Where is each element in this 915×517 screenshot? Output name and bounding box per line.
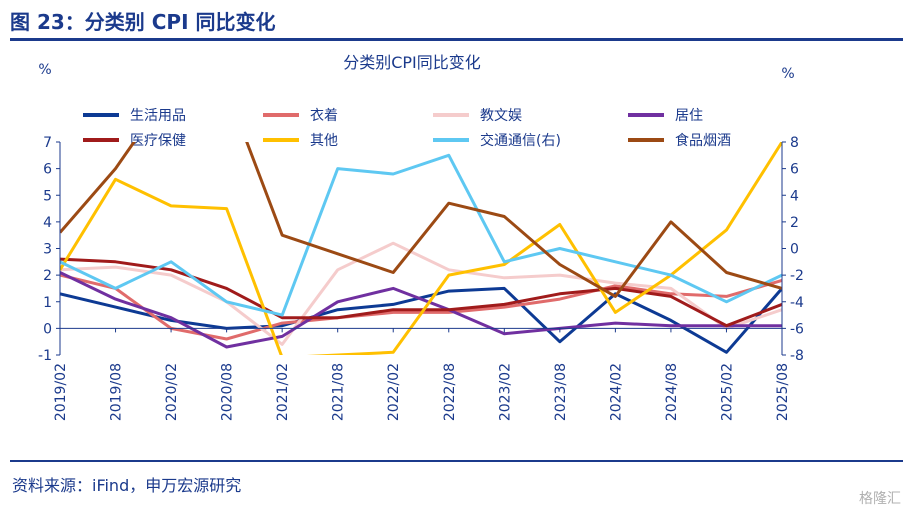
y-axis-right-unit: %: [781, 66, 794, 82]
y-tick-label-right: 8: [790, 135, 799, 151]
x-tick-label: 2021/02: [275, 363, 291, 421]
watermark: 格隆汇: [859, 491, 901, 507]
series-line: [60, 142, 782, 355]
x-tick-label: 2024/08: [664, 363, 680, 421]
y-tick-label-left: 3: [43, 242, 52, 258]
series-line: [60, 142, 782, 298]
series-line: [60, 273, 782, 341]
y-tick-label-right: 6: [790, 162, 799, 178]
x-tick-label: 2025/08: [775, 363, 791, 421]
title-rule: [10, 38, 903, 41]
y-tick-label-left: 4: [43, 215, 52, 231]
y-tick-label-right: -4: [790, 295, 804, 311]
y-tick-label-left: 5: [43, 188, 52, 204]
y-tick-label-left: -1: [38, 348, 52, 364]
x-tick-label: 2025/02: [719, 363, 735, 421]
legend-label: 生活用品: [130, 108, 186, 124]
y-tick-label-left: 6: [43, 162, 52, 178]
y-tick-label-left: 7: [43, 135, 52, 151]
figure-title: 图 23：分类别 CPI 同比变化: [10, 10, 276, 34]
source-note: 资料来源：iFind，申万宏源研究: [12, 476, 242, 495]
x-tick-label: 2019/02: [53, 363, 69, 421]
source-rule: [10, 460, 903, 462]
y-tick-label-left: 2: [43, 268, 52, 284]
chart-title: 分类别CPI同比变化: [343, 53, 481, 72]
x-tick-label: 2023/02: [497, 363, 513, 421]
y-tick-label-right: 4: [790, 188, 799, 204]
y-tick-label-left: 1: [43, 295, 52, 311]
y-tick-label-left: 0: [43, 321, 52, 337]
legend-label: 医疗保健: [130, 133, 186, 149]
x-tick-label: 2019/08: [109, 363, 125, 421]
y-axis-left-unit: %: [38, 62, 51, 78]
axes: -1 0 1 2 3 4 5 6 7 -8 -6 -4 -2 0 2 4 6 8 2019/02 2019/08 202…: [38, 135, 804, 421]
series-line: [60, 271, 782, 349]
series-line: [60, 153, 782, 317]
y-tick-label-right: -6: [790, 321, 804, 337]
y-tick-label-right: -8: [790, 348, 804, 364]
x-tick-label: 2024/02: [608, 363, 624, 421]
y-tick-label-right: 2: [790, 215, 799, 231]
x-tick-label: 2020/08: [220, 363, 236, 421]
x-tick-label: 2020/02: [164, 363, 180, 421]
y-tick-label-right: 0: [790, 242, 799, 258]
legend-label: 食品烟酒: [675, 132, 731, 149]
series-line: [60, 241, 782, 346]
x-tick-label: 2022/02: [386, 363, 402, 421]
series-lines: [60, 142, 782, 355]
legend-label: 教文娱: [480, 108, 522, 124]
legend-label: 衣着: [310, 108, 338, 124]
x-tick-label: 2022/08: [442, 363, 458, 421]
x-tick-label: 2023/08: [553, 363, 569, 421]
series-line: [60, 257, 782, 328]
legend-label: 居住: [675, 108, 703, 124]
x-tick-label: 2021/08: [331, 363, 347, 421]
legend-label: 其他: [310, 133, 338, 149]
y-tick-label-right: -2: [790, 268, 804, 284]
legend-label: 交通通信(右): [480, 132, 561, 149]
